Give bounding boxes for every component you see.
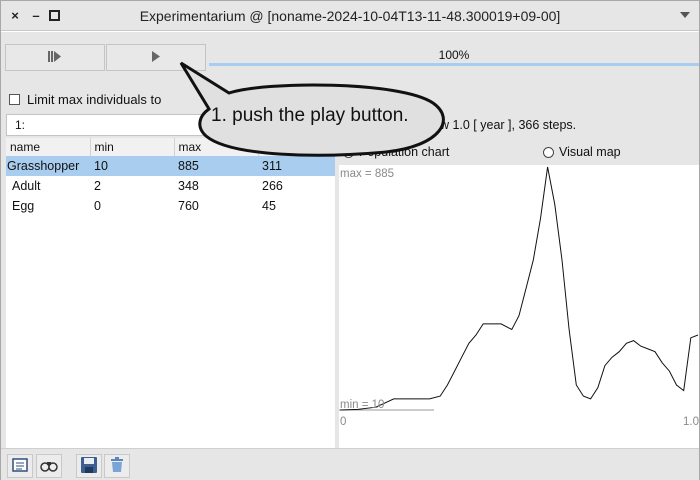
table-row[interactable]: Grasshopper 10 885 311 — [6, 156, 335, 176]
cell-min: 0 — [94, 199, 101, 213]
column-header-max[interactable]: max — [174, 138, 259, 156]
limit-individuals-label: Limit max individuals to — [27, 92, 162, 107]
cell-max: 348 — [178, 179, 199, 193]
cell-name: Egg — [12, 199, 35, 213]
radio-population-label: Population chart — [359, 145, 450, 159]
radio-circle[interactable] — [543, 146, 554, 158]
table-header: name min max — [6, 138, 335, 156]
simulation-info: ow 1.0 [ year ], 366 steps. — [433, 118, 577, 132]
binoculars-icon — [40, 458, 58, 475]
inspect-button[interactable] — [7, 454, 33, 478]
table-row[interactable]: Adult 2 348 266 — [6, 176, 335, 196]
cell-max: 760 — [178, 199, 199, 213]
cell-min: 10 — [90, 156, 174, 176]
column-header-min[interactable]: min — [90, 138, 175, 156]
progress-bar — [209, 63, 699, 66]
save-icon — [80, 456, 98, 477]
x-tick-end: 1.0 — [683, 416, 699, 428]
trash-icon — [110, 456, 124, 476]
toolbar: 100% — [1, 32, 699, 72]
table-row[interactable]: Egg 0 760 45 — [6, 196, 335, 216]
chart-svg — [339, 166, 699, 411]
cell-last: 311 — [258, 156, 335, 176]
close-icon[interactable]: × — [11, 7, 19, 23]
limit-individuals-checkbox[interactable]: Limit max individuals to — [9, 92, 161, 107]
radio-visual-map[interactable]: Visual map — [543, 145, 621, 159]
browse-button[interactable] — [36, 454, 62, 478]
radio-circle[interactable] — [343, 146, 354, 158]
window-menu-icon[interactable] — [677, 7, 693, 23]
series-line — [339, 166, 699, 411]
right-panel: ow 1.0 [ year ], 366 steps. Population c… — [337, 72, 699, 448]
checkbox-box[interactable] — [9, 94, 20, 105]
left-panel: Limit max individuals to 1: name min max… — [1, 72, 337, 448]
step-button[interactable] — [5, 44, 105, 71]
cell-last: 266 — [262, 179, 283, 193]
step-forward-icon — [48, 50, 62, 65]
minimize-icon[interactable]: – — [32, 7, 40, 23]
title-bar: × – Experimentarium @ [noname-2024-10-04… — [1, 1, 699, 31]
population-table: name min max Grasshopper 10 885 311 Adul… — [6, 138, 335, 216]
callout-text: 1. push the play button. — [211, 105, 409, 126]
window-title: Experimentarium @ [noname-2024-10-04T13-… — [139, 8, 561, 24]
cell-last: 45 — [262, 199, 276, 213]
cell-max: 885 — [174, 156, 258, 176]
delete-button[interactable] — [104, 454, 130, 478]
progress-indicator: 100% — [209, 44, 699, 66]
progress-label: 100% — [438, 48, 470, 62]
cell-name: Adult — [12, 179, 41, 193]
column-header-name[interactable]: name — [6, 138, 91, 156]
cell-min: 2 — [94, 179, 101, 193]
play-button[interactable] — [106, 44, 206, 71]
bottom-toolbar — [1, 448, 699, 480]
x-tick-start: 0 — [340, 416, 347, 428]
save-button[interactable] — [76, 454, 102, 478]
list-icon — [12, 457, 28, 476]
radio-population-chart[interactable]: Population chart — [343, 145, 449, 159]
radio-visual-label: Visual map — [559, 145, 621, 159]
cell-name: Grasshopper — [6, 156, 90, 176]
chart-min-label: min = 10 — [340, 399, 385, 411]
maximize-icon[interactable] — [46, 7, 62, 23]
column-header-last[interactable] — [258, 138, 335, 156]
play-icon — [151, 50, 161, 65]
table-background — [6, 156, 335, 448]
chart-max-label: max = 885 — [340, 168, 395, 180]
population-chart: max = 885 min = 10 0 1.0 — [339, 165, 699, 448]
